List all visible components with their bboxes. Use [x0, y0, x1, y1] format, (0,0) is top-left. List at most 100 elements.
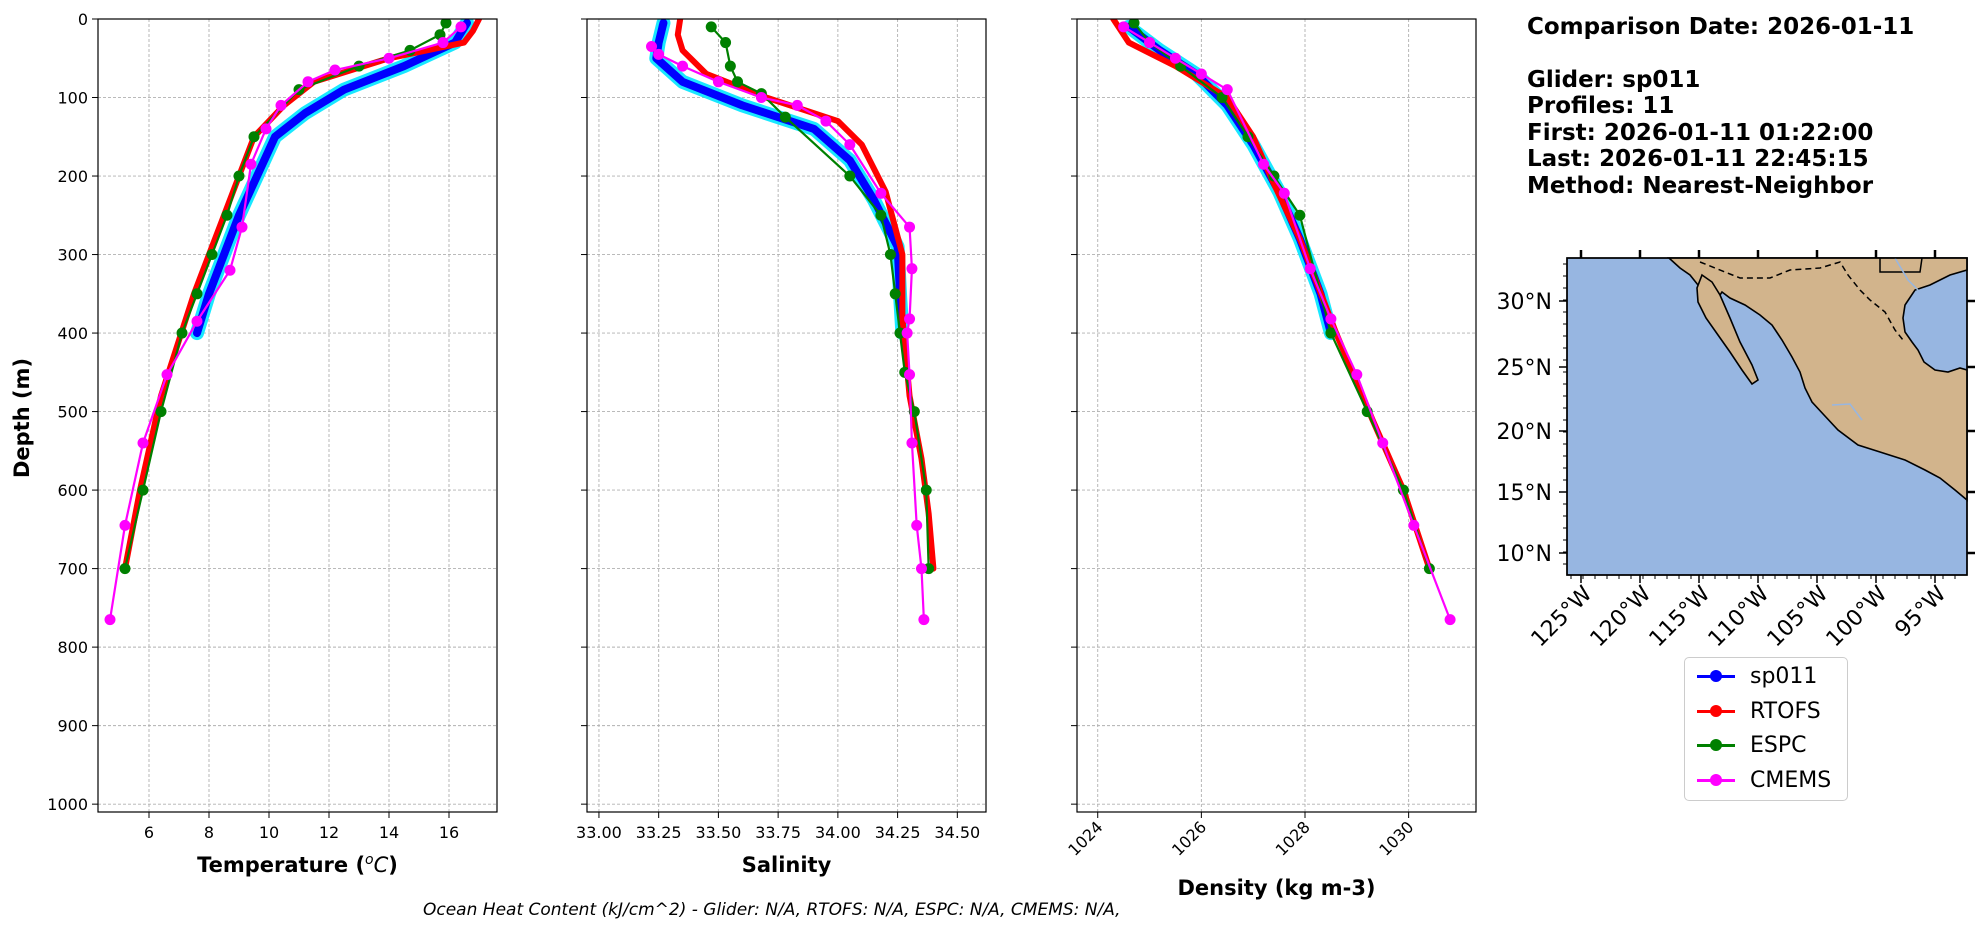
map-lake — [1831, 403, 1863, 421]
comparison-info: Comparison Date: 2026-01-11 Glider: sp011… — [1527, 14, 1914, 199]
data-point-cmems — [119, 519, 131, 531]
x-tick-label: 10 — [259, 823, 279, 842]
x-tick-label: 34.00 — [815, 823, 861, 842]
x-tick-label: 33.75 — [755, 823, 801, 842]
data-point-espc — [844, 170, 856, 182]
y-tick-label: 900 — [57, 717, 88, 736]
data-point-cmems — [918, 614, 930, 626]
comparison-date: Comparison Date: 2026-01-11 — [1527, 14, 1915, 40]
series-cmems — [646, 40, 930, 626]
data-point-cmems — [1221, 84, 1233, 96]
data-point-cmems — [383, 52, 395, 64]
x-axis-label: Density (kg m-3) — [1177, 876, 1375, 900]
legend-swatch-marker — [1710, 670, 1722, 682]
series-cmems — [104, 21, 467, 626]
series-espc — [119, 19, 452, 575]
data-point-cmems — [904, 369, 916, 381]
data-point-espc — [720, 37, 732, 49]
map-lon-label: 120°W — [1586, 581, 1657, 652]
map-lon-label: 105°W — [1763, 581, 1834, 652]
plot-frame — [1076, 18, 1477, 813]
legend-label: ESPC — [1750, 733, 1807, 758]
glider-envelope — [649, 19, 910, 341]
x-tick-label: 1026 — [1168, 817, 1210, 859]
legend-item-espc: ESPC — [1693, 731, 1843, 761]
data-point-espc — [875, 209, 887, 221]
x-axis-label: Salinity — [742, 853, 832, 877]
x-tick-label: 14 — [379, 823, 399, 842]
data-point-cmems — [906, 437, 918, 449]
data-point-espc — [920, 484, 932, 496]
data-point-espc — [119, 563, 131, 575]
data-point-cmems — [437, 37, 449, 49]
series-line-sp011 — [1124, 22, 1335, 338]
comparison-method: Method: Nearest-Neighbor — [1527, 172, 1874, 199]
x-tick-label: 8 — [204, 823, 214, 842]
map-lon-label: 100°W — [1822, 581, 1893, 652]
last-profile-time: Last: 2026-01-11 22:45:15 — [1527, 146, 1869, 172]
data-point-cmems — [911, 519, 923, 531]
legend-item-sp011: sp011 — [1693, 662, 1843, 692]
map-lat-label: 25°N — [1497, 356, 1552, 381]
y-axis-label: Depth (m) — [10, 358, 34, 478]
data-point-cmems — [755, 92, 767, 104]
map-lon-label: 125°W — [1527, 581, 1598, 652]
series-line-espc — [123, 21, 448, 570]
data-point-espc — [176, 327, 188, 339]
series-line-cmems — [650, 45, 925, 621]
data-point-cmems — [245, 158, 257, 170]
data-point-cmems — [236, 221, 248, 233]
data-point-cmems — [191, 315, 203, 327]
data-point-cmems — [875, 187, 887, 199]
series-rtofs — [122, 19, 482, 572]
y-tick-label: 600 — [57, 481, 88, 500]
legend: sp011 RTOFS ESPC CMEMS — [1684, 657, 1848, 801]
data-point-espc — [884, 249, 896, 261]
data-point-cmems — [1444, 614, 1456, 626]
first-profile-time: First: 2026-01-11 01:22:00 — [1527, 119, 1874, 146]
y-tick-label: 800 — [57, 638, 88, 657]
data-point-espc — [1294, 209, 1306, 221]
y-tick-label: 400 — [57, 324, 88, 343]
data-point-cmems — [646, 40, 658, 52]
data-point-espc — [705, 21, 717, 33]
x-tick-label: 1030 — [1375, 817, 1417, 859]
data-point-cmems — [901, 327, 913, 339]
x-axis-label: Temperature (oC) — [197, 852, 398, 877]
data-point-cmems — [1408, 519, 1420, 531]
map-lon-label: 95°W — [1891, 581, 1952, 642]
data-point-espc — [248, 131, 260, 143]
map-lon-label: 110°W — [1704, 581, 1775, 652]
legend-swatch-marker — [1710, 739, 1722, 751]
data-point-espc — [732, 76, 744, 88]
data-point-espc — [1325, 327, 1337, 339]
location-map: 30°N 25°N 20°N 15°N 10°N 125°W120°W115°W110°… — [1497, 250, 1975, 652]
data-point-cmems — [1144, 37, 1156, 49]
series-line-sp011 — [193, 19, 471, 338]
series-sp011 — [193, 19, 471, 338]
ocean-heat-content-note: Ocean Heat Content (kJ/cm^2) - Glider: N… — [423, 900, 1121, 920]
unit-superscript: o — [365, 852, 374, 868]
x-tick-label: 12 — [319, 823, 339, 842]
plot-frame — [586, 18, 987, 813]
data-point-cmems — [791, 99, 803, 111]
y-tick-label: 100 — [57, 89, 88, 108]
series-espc — [1128, 19, 1435, 575]
data-point-cmems — [224, 264, 236, 276]
y-tick-label: 300 — [57, 246, 88, 265]
data-point-espc — [440, 19, 452, 29]
x-tick-label: 1024 — [1064, 817, 1106, 859]
series-line-cmems — [1122, 25, 1452, 621]
data-point-cmems — [915, 563, 927, 575]
x-tick-label: 33.00 — [576, 823, 622, 842]
legend-item-cmems: CMEMS — [1693, 766, 1843, 796]
series-line-rtofs — [1110, 19, 1433, 572]
map-us-border — [1699, 261, 1904, 341]
plot-frame — [97, 18, 498, 813]
glider-name: Glider: sp011 — [1527, 66, 1701, 93]
data-point-cmems — [712, 76, 724, 88]
profile-count: Profiles: 11 — [1527, 93, 1675, 119]
data-point-cmems — [104, 614, 116, 626]
data-point-cmems — [1325, 313, 1337, 325]
